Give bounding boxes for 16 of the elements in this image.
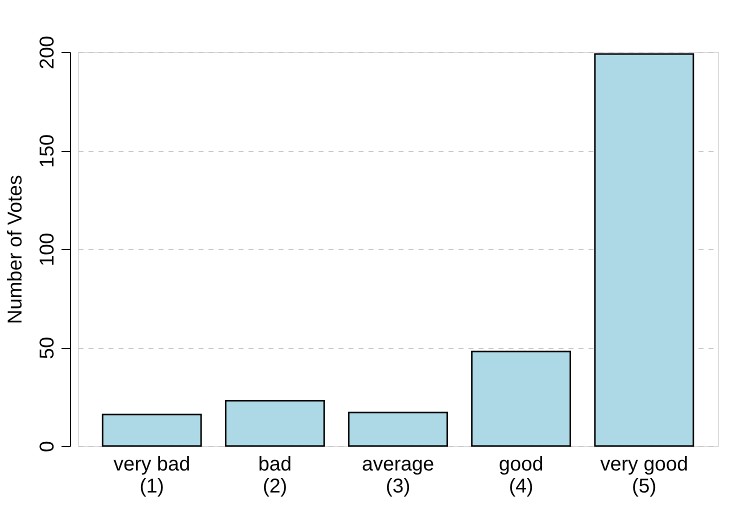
y-axis-title: Number of Votes — [4, 175, 26, 324]
x-tick-label: good (4) — [498, 454, 544, 498]
y-tick-label: 150 — [36, 134, 58, 168]
x-tick-label: average (3) — [362, 454, 434, 498]
y-tick-label: 0 — [36, 440, 58, 452]
x-tick-label: very bad (1) — [113, 454, 190, 498]
bar — [102, 414, 202, 447]
x-tick-label: very good (5) — [600, 454, 688, 498]
x-tick-label: bad (2) — [258, 454, 292, 498]
y-tick-label: 100 — [36, 232, 58, 266]
bar — [348, 412, 448, 447]
y-tick-label: 50 — [36, 336, 58, 360]
bar — [594, 53, 694, 447]
y-tick-label: 200 — [36, 36, 58, 70]
bar — [471, 350, 572, 447]
bar — [224, 400, 325, 447]
